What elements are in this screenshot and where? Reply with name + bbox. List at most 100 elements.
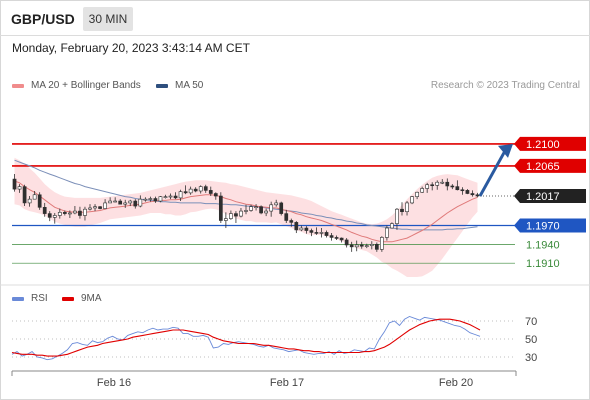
legend-rsi: RSI xyxy=(12,293,48,304)
candle xyxy=(289,218,294,227)
candle xyxy=(314,227,319,235)
candle xyxy=(324,230,329,238)
candle-body xyxy=(234,213,238,217)
candle xyxy=(465,189,470,195)
candle xyxy=(138,195,143,208)
level-tag-label: 1.2065 xyxy=(526,161,560,173)
candle xyxy=(203,184,208,193)
candle xyxy=(83,206,87,221)
candle xyxy=(73,206,77,215)
candle-body xyxy=(27,198,32,204)
bollinger-band xyxy=(14,157,478,277)
candle-body xyxy=(294,222,299,231)
candle xyxy=(349,241,354,252)
level-tag-box xyxy=(514,136,586,151)
candle xyxy=(229,210,233,220)
candle-body xyxy=(470,193,475,196)
candle-body xyxy=(123,202,128,205)
candle-body xyxy=(52,215,57,218)
candle xyxy=(400,202,404,216)
candle-body xyxy=(37,194,42,208)
candle xyxy=(213,192,218,200)
candle-body xyxy=(435,181,440,186)
header-divider xyxy=(0,35,590,36)
candle xyxy=(42,202,47,217)
candle-body xyxy=(460,189,465,192)
candle-body xyxy=(229,213,233,219)
candle xyxy=(123,199,128,208)
candle-body xyxy=(78,210,82,216)
candle-body xyxy=(425,184,430,189)
candle xyxy=(385,225,389,241)
candle-body xyxy=(269,204,274,212)
candle-body xyxy=(163,196,168,198)
candle-body xyxy=(148,198,153,200)
candle-body xyxy=(299,227,304,231)
legend-ma50: MA 50 xyxy=(156,80,203,91)
candle xyxy=(450,184,455,190)
candle-body xyxy=(193,188,198,192)
rsi-tick-label: 50 xyxy=(525,334,537,346)
ma50-legend-label: MA 50 xyxy=(175,80,204,91)
candle-body xyxy=(279,202,284,214)
candle-body xyxy=(93,206,97,209)
candle-body xyxy=(369,244,374,246)
candle-body xyxy=(359,244,364,247)
candle-body xyxy=(118,200,123,205)
candle xyxy=(430,182,435,191)
candle xyxy=(309,228,314,237)
candle xyxy=(148,196,153,202)
candle xyxy=(425,182,430,193)
timeframe-button[interactable]: 30 MIN xyxy=(83,7,133,31)
candle xyxy=(435,180,440,190)
level-label-support: 1.1940 xyxy=(526,239,560,251)
candle xyxy=(390,222,394,229)
candle xyxy=(344,238,349,248)
candle-body xyxy=(405,202,409,213)
candle xyxy=(294,221,299,234)
candle xyxy=(193,187,198,193)
candle-body xyxy=(143,198,148,201)
rsi-tick-label: 70 xyxy=(525,316,537,328)
rsi-line xyxy=(11,316,481,361)
candle xyxy=(274,199,279,207)
candle-body xyxy=(98,206,102,209)
candle-body xyxy=(400,208,404,213)
candle xyxy=(395,207,399,230)
candle-body xyxy=(239,210,243,217)
candle-body xyxy=(208,190,213,194)
candle xyxy=(239,207,243,218)
candle xyxy=(62,210,67,216)
candle-body xyxy=(259,206,263,214)
candle xyxy=(460,187,465,195)
candle-body xyxy=(455,186,460,191)
rsi-ma-legend-label: 9MA xyxy=(81,293,102,304)
level-label-support: 1.1910 xyxy=(526,258,560,270)
candle-body xyxy=(354,244,359,248)
candle xyxy=(52,212,57,224)
candle xyxy=(420,186,424,193)
candle xyxy=(143,197,148,202)
candle xyxy=(249,204,253,212)
candle-body xyxy=(385,227,389,238)
candle xyxy=(178,189,183,202)
candle xyxy=(27,196,32,207)
datetime-label: Monday, February 20, 2023 3:43:14 AM CET xyxy=(12,41,250,55)
candle-body xyxy=(83,208,87,216)
candle-body xyxy=(249,206,253,211)
candle xyxy=(93,204,97,212)
candle xyxy=(354,240,359,252)
candle-body xyxy=(22,186,27,204)
candle-body xyxy=(274,202,279,206)
x-tick-label: Feb 16 xyxy=(97,377,131,389)
candle-body xyxy=(158,196,163,202)
candle-body xyxy=(254,206,258,208)
candle-body xyxy=(188,188,193,194)
candle-body xyxy=(420,188,424,193)
candle xyxy=(405,201,409,216)
candle-body xyxy=(390,223,394,229)
candle-body xyxy=(410,196,414,204)
candle-body xyxy=(173,195,178,199)
candle xyxy=(208,186,213,197)
